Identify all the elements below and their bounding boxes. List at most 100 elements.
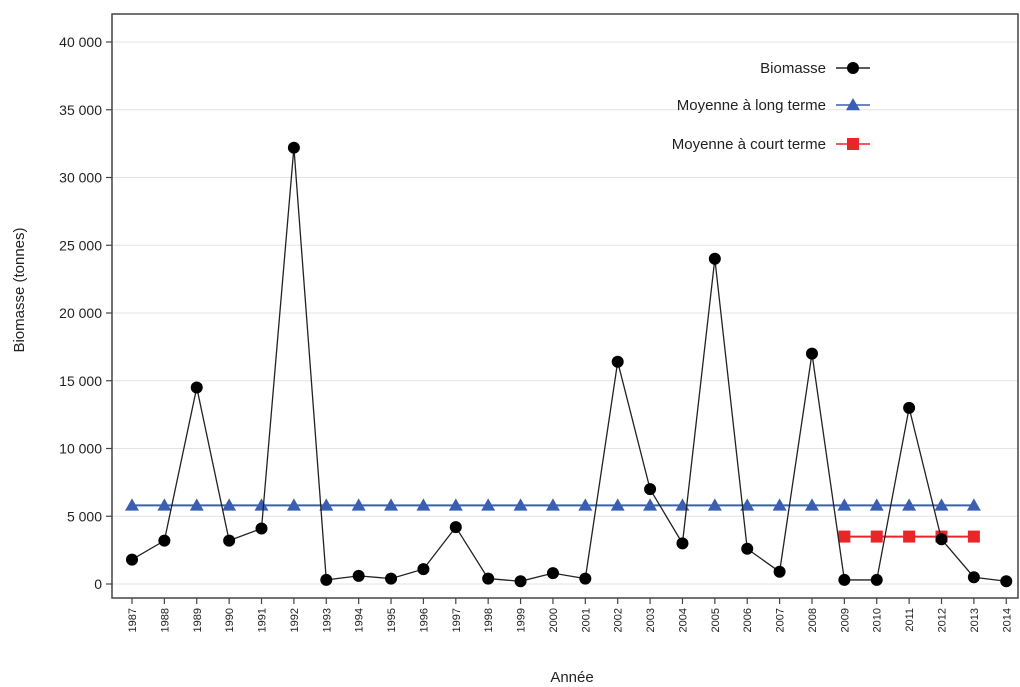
x-tick-label: 1998 <box>483 608 495 632</box>
data-point <box>676 537 689 550</box>
legend-label: Moyenne à court terme <box>672 136 826 153</box>
x-tick-label: 2014 <box>1001 608 1013 632</box>
data-point <box>967 571 980 584</box>
x-axis: 1987 1988 1989 1990 1991 1992 1993 1994 1995 1996… <box>127 598 1013 632</box>
data-point <box>902 498 917 511</box>
data-point <box>610 498 625 511</box>
data-point <box>416 498 431 511</box>
data-point <box>545 498 560 511</box>
x-tick-label: 2009 <box>839 608 851 632</box>
data-point <box>546 567 559 580</box>
data-point <box>481 498 496 511</box>
y-axis-title: Biomasse (tonnes) <box>11 227 28 352</box>
x-tick-label: 2013 <box>969 608 981 632</box>
data-point <box>482 572 495 585</box>
data-point <box>158 534 171 547</box>
x-tick-label: 2002 <box>613 608 625 632</box>
legend-label: Biomasse <box>760 60 826 77</box>
data-point <box>189 498 204 511</box>
data-point <box>838 530 851 543</box>
x-tick-label: 1996 <box>418 608 430 632</box>
legend-label: Moyenne à long terme <box>677 97 826 114</box>
x-tick-label: 1989 <box>192 608 204 632</box>
data-point <box>223 534 236 547</box>
x-tick-label: 1997 <box>451 608 463 632</box>
legend-item: Moyenne à court terme <box>672 136 870 153</box>
series-moyenne-long-terme <box>125 498 981 511</box>
data-point <box>319 498 334 511</box>
data-point <box>741 542 754 555</box>
x-axis-title: Année <box>550 669 593 686</box>
data-point <box>869 498 884 511</box>
x-tick-label: 2011 <box>904 608 916 632</box>
data-point <box>126 553 138 566</box>
legend-marker <box>847 62 859 74</box>
data-point <box>190 381 203 394</box>
y-tick-label: 0 <box>94 576 102 592</box>
data-point <box>351 498 366 511</box>
series-moyenne-court-terme <box>838 530 980 543</box>
x-tick-label: 1992 <box>289 608 301 632</box>
data-point <box>740 498 755 511</box>
data-point <box>611 355 624 368</box>
y-tick-label: 40 000 <box>59 34 102 50</box>
data-point <box>966 498 981 511</box>
x-tick-label: 2004 <box>677 608 689 632</box>
series-layer <box>125 141 1013 588</box>
data-point <box>838 573 851 586</box>
data-point <box>578 498 593 511</box>
data-point <box>1000 575 1013 588</box>
data-point <box>449 521 462 534</box>
x-tick-label: 2010 <box>872 608 884 632</box>
data-point <box>385 572 398 585</box>
data-point <box>935 533 948 546</box>
legend-marker <box>846 98 860 111</box>
data-point <box>837 498 852 511</box>
x-tick-label: 1993 <box>321 608 333 632</box>
data-point <box>286 498 301 511</box>
data-point <box>254 498 269 511</box>
y-tick-label: 30 000 <box>59 170 102 186</box>
legend-marker <box>847 138 859 150</box>
data-point <box>125 498 139 511</box>
x-tick-label: 1987 <box>127 608 139 632</box>
data-point <box>870 573 883 586</box>
data-point <box>287 141 300 154</box>
x-tick-label: 1988 <box>159 608 171 632</box>
x-tick-label: 1991 <box>257 608 269 632</box>
legend-item: Moyenne à long terme <box>677 97 870 114</box>
series-biomasse <box>126 141 1013 588</box>
data-point <box>772 498 787 511</box>
data-point <box>352 569 365 582</box>
x-tick-label: 2005 <box>710 608 722 632</box>
data-point <box>903 530 916 543</box>
data-point <box>448 498 463 511</box>
data-point <box>417 563 430 576</box>
grid-lines <box>112 41 1018 585</box>
x-tick-label: 2012 <box>937 608 949 632</box>
x-tick-label: 2008 <box>807 608 819 632</box>
data-point <box>644 483 657 496</box>
data-point <box>643 498 658 511</box>
x-tick-label: 2000 <box>548 608 560 632</box>
y-tick-label: 35 000 <box>59 102 102 118</box>
data-point <box>967 530 980 543</box>
data-point <box>513 498 528 511</box>
x-tick-label: 1994 <box>354 608 366 632</box>
x-tick-label: 2007 <box>775 608 787 632</box>
data-point <box>514 575 527 588</box>
data-point <box>708 252 721 265</box>
data-point <box>773 565 786 578</box>
y-tick-label: 5 000 <box>67 508 102 524</box>
legend-item: Biomasse <box>760 60 870 77</box>
y-tick-label: 10 000 <box>59 441 102 457</box>
data-point <box>157 498 172 511</box>
data-point <box>903 401 916 414</box>
data-point <box>320 573 333 586</box>
data-point <box>222 498 237 511</box>
x-tick-label: 2003 <box>645 608 657 632</box>
data-point <box>255 522 268 535</box>
y-axis: 0 5 000 10 000 15 000 20 000 25 000 30 000 35 0… <box>59 34 112 592</box>
data-point <box>870 530 883 543</box>
